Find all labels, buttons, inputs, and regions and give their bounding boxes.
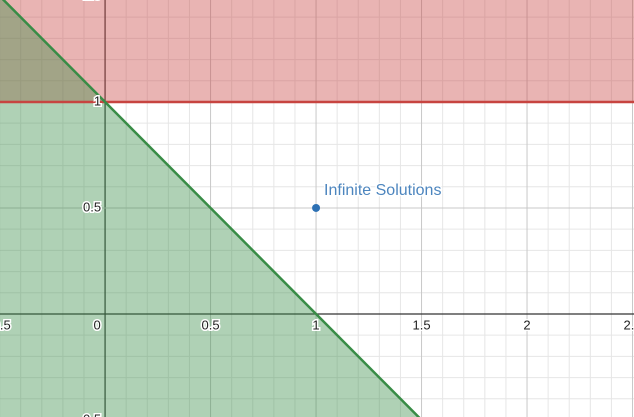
- x-tick-label: -0.5: [0, 317, 11, 332]
- x-tick-label: 1: [312, 317, 319, 332]
- x-tick-label: 0: [93, 317, 100, 332]
- shaded-region: [0, 0, 634, 102]
- y-tick-label: 1.5: [83, 0, 101, 2]
- x-tick-label: 2: [523, 317, 530, 332]
- x-tick-label: 0.5: [202, 317, 220, 332]
- y-tick-label: 0.5: [83, 199, 101, 214]
- y-tick-label: -0.5: [79, 411, 101, 417]
- x-tick-label: 1.5: [413, 317, 431, 332]
- x-tick-label: 2.5: [623, 317, 634, 332]
- y-tick-label: 1: [94, 93, 101, 108]
- point-label: Infinite Solutions: [324, 182, 441, 199]
- point: [312, 203, 321, 212]
